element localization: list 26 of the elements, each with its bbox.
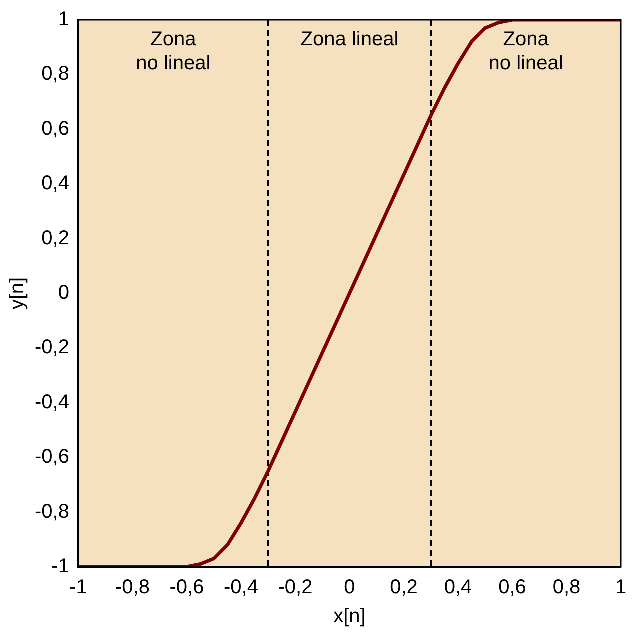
x-tick-label: 0,2	[390, 576, 418, 599]
band-label: Zona no lineal	[136, 28, 211, 75]
y-tick-label: 0,2	[42, 227, 70, 250]
band-label: Zona lineal	[300, 28, 399, 51]
y-tick-label: -0,6	[34, 446, 70, 468]
x-tick-label: 0,4	[444, 576, 472, 599]
x-tick-label: 1	[615, 576, 627, 599]
y-tick-label: -1	[52, 556, 70, 578]
x-tick-label: -0,6	[170, 576, 204, 599]
x-tick-label: -0,4	[224, 576, 258, 599]
x-axis-title: x[n]	[334, 606, 366, 628]
y-tick-label: -0,2	[34, 336, 70, 359]
y-axis-title: y[n]	[6, 277, 29, 310]
y-tick-label: -0,8	[34, 500, 70, 523]
x-tick-label: -0,2	[278, 576, 313, 599]
x-tick-label: 0,6	[498, 576, 526, 599]
y-tick-label: 1	[58, 8, 70, 31]
y-tick-label: 0,4	[42, 172, 70, 195]
x-tick-label: 0,8	[552, 576, 581, 599]
x-tick-label: -0,8	[115, 576, 150, 599]
x-tick-label: 0	[344, 576, 356, 599]
y-tick-label: 0,8	[42, 63, 70, 86]
y-tick-label: -0,4	[34, 391, 70, 414]
band-label: Zona no lineal	[488, 28, 564, 75]
y-tick-label: 0	[58, 282, 70, 304]
y-tick-label: 0,6	[42, 118, 70, 140]
